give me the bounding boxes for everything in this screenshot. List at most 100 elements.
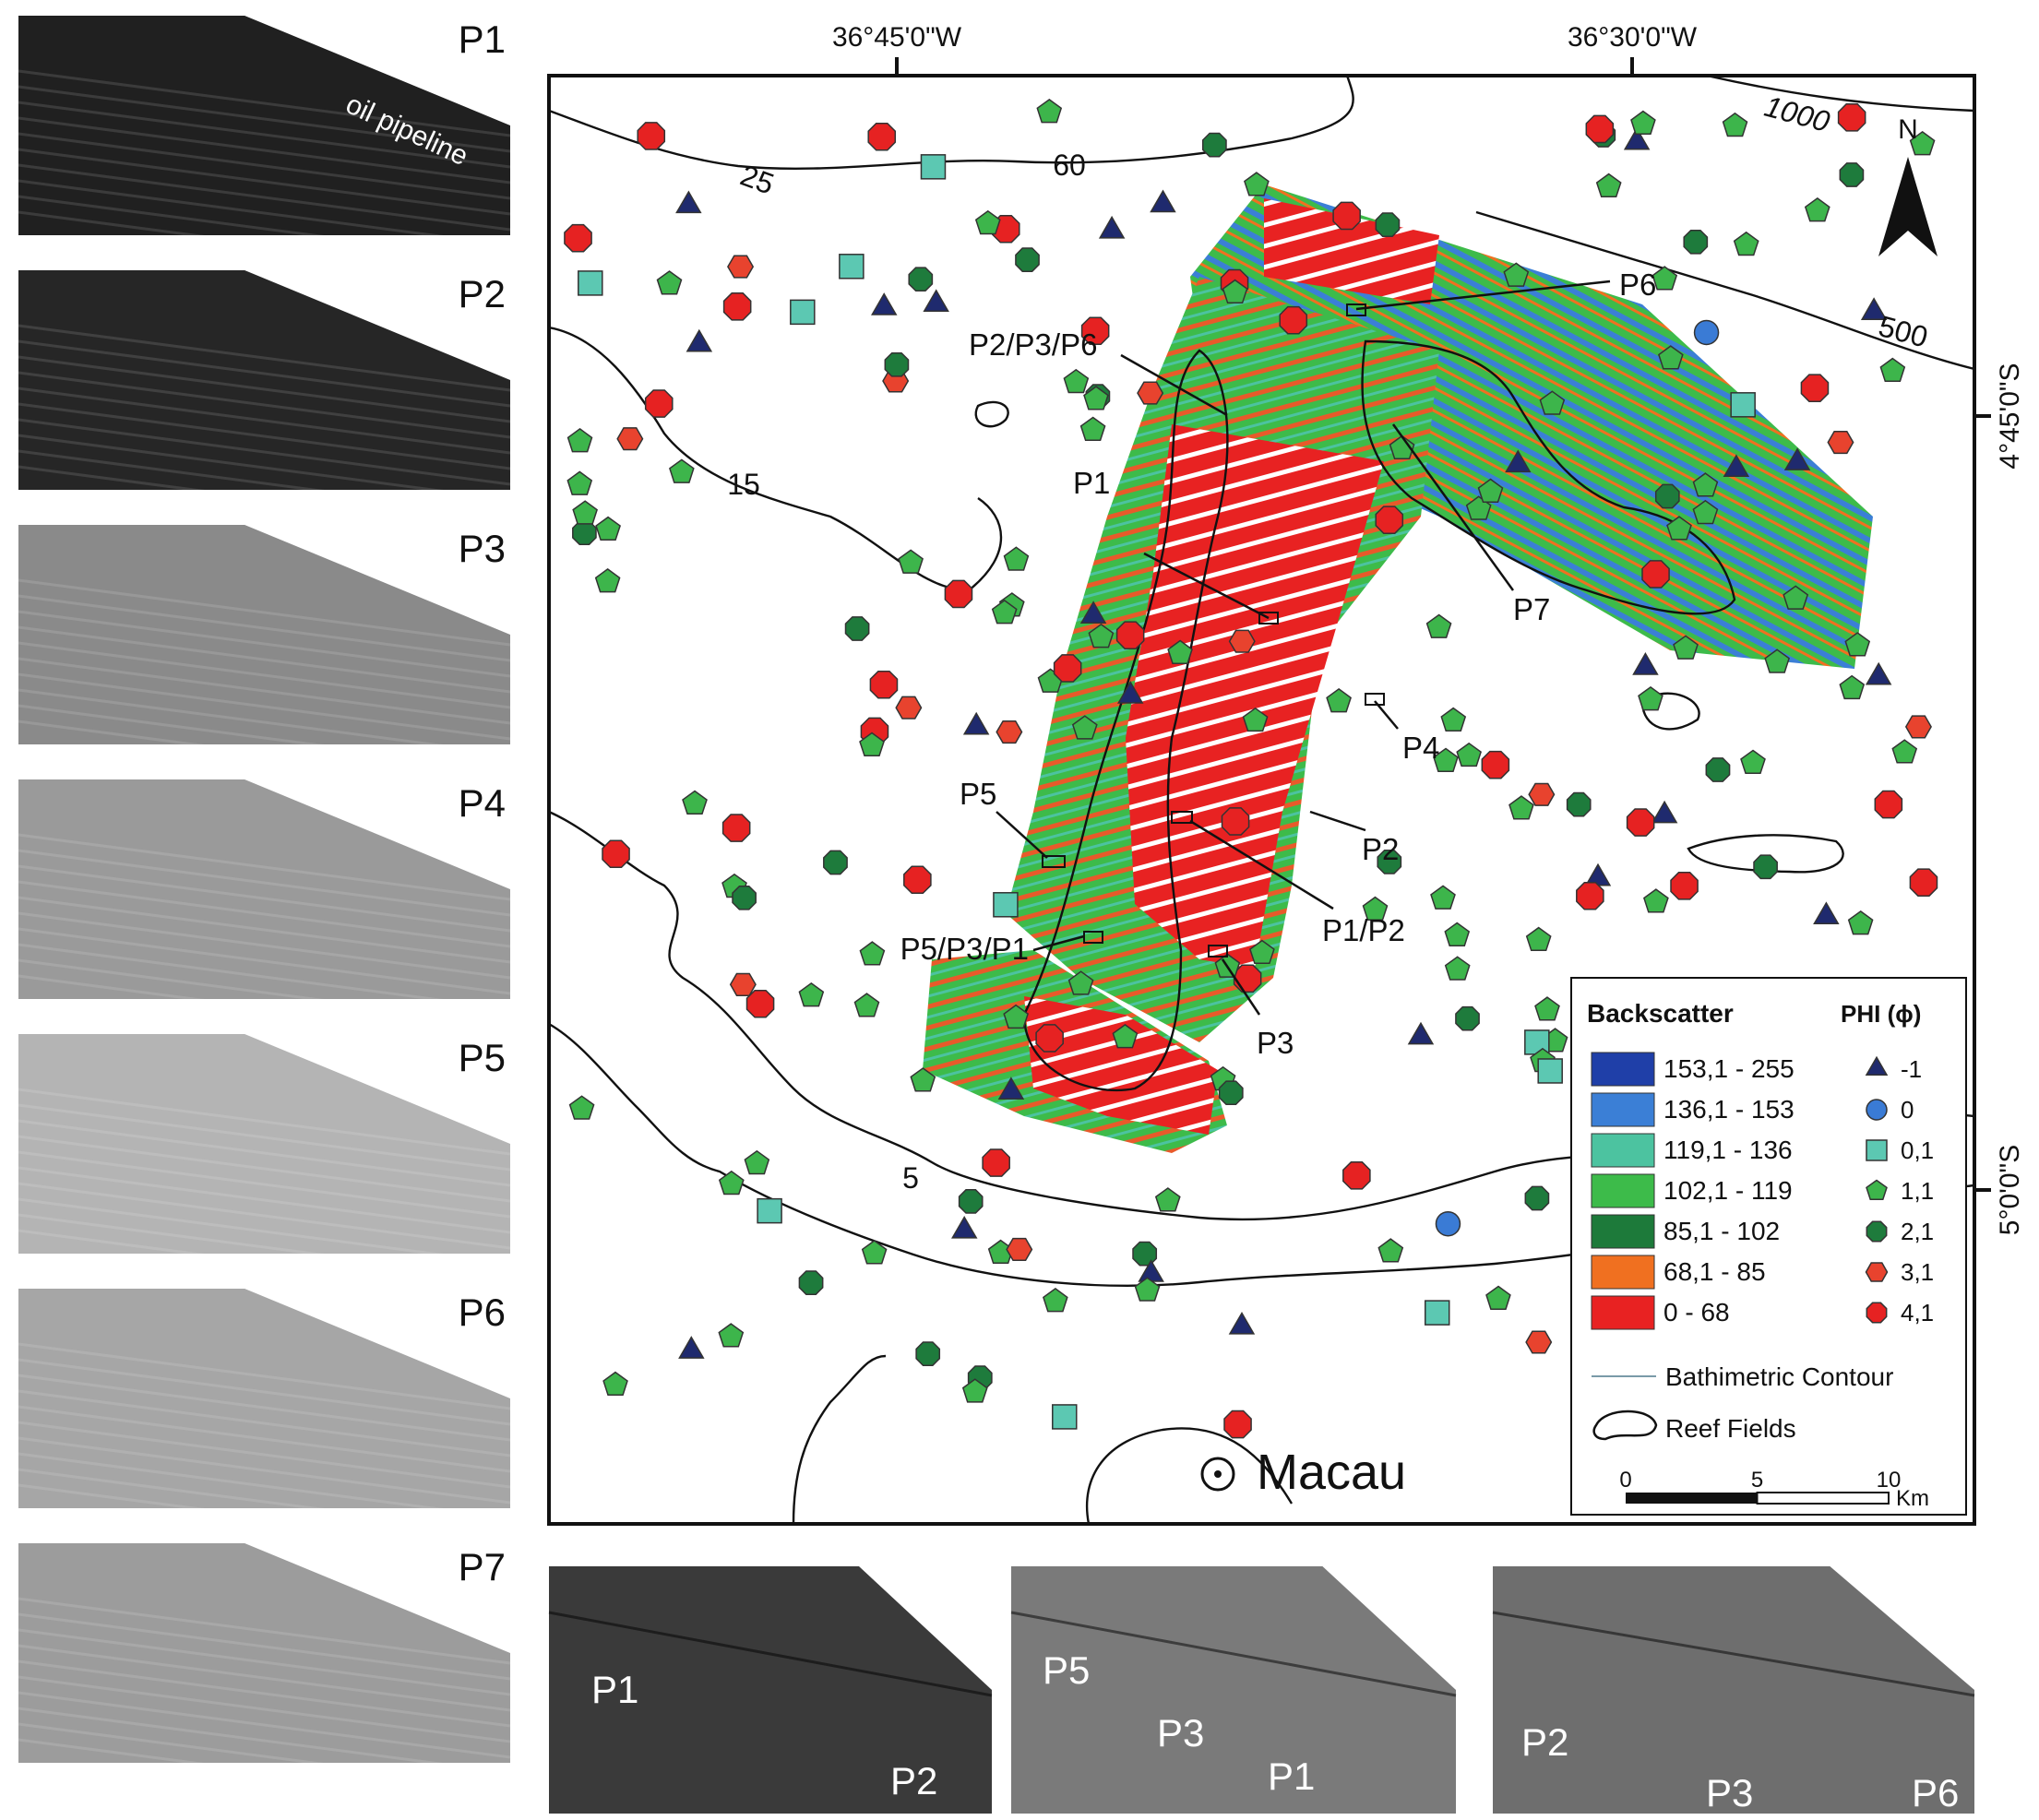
legend-label: 4,1	[1901, 1299, 1934, 1326]
sample-marker	[1783, 447, 1811, 470]
sample-marker	[798, 1270, 824, 1295]
reef-field	[1687, 834, 1844, 874]
town-symbol	[1214, 1470, 1222, 1478]
sonar-panel	[1493, 1566, 1974, 1814]
sample-marker	[1783, 585, 1809, 610]
legend-swatch	[1591, 1173, 1655, 1208]
leader	[1391, 423, 1515, 591]
sonar-texture	[18, 1213, 511, 1281]
sample-marker	[923, 289, 949, 313]
sample-marker	[686, 328, 713, 352]
sample-marker	[871, 292, 898, 315]
sonar-texture	[18, 465, 511, 533]
leader	[1221, 958, 1261, 1016]
panel-label: P5	[1043, 1648, 1090, 1692]
sample-marker	[1638, 685, 1663, 711]
sample-marker	[1839, 674, 1866, 700]
sample-marker	[669, 458, 695, 483]
sample-marker	[1154, 1187, 1181, 1212]
site-label: P1	[1073, 466, 1110, 500]
panel-label: P1	[591, 1668, 638, 1711]
sample-marker	[1525, 926, 1552, 952]
sample-marker	[1866, 1179, 1888, 1201]
sample-marker	[722, 292, 752, 321]
sonar-texture	[18, 625, 511, 694]
sonar-texture	[18, 132, 511, 200]
legend-label: 102,1 - 119	[1663, 1176, 1793, 1205]
sample-marker	[1723, 454, 1750, 478]
sample-marker	[729, 972, 757, 996]
sample-marker	[682, 790, 708, 815]
sonar-texture	[18, 402, 511, 470]
sample-marker	[1424, 1300, 1450, 1326]
scale-tick-label: 5	[1751, 1468, 1763, 1493]
sonar-texture	[18, 116, 511, 184]
sample-marker	[656, 270, 683, 295]
sample-marker	[844, 616, 870, 641]
sample-marker	[1693, 319, 1720, 346]
sample-marker	[859, 732, 885, 756]
legend-title: Backscatter	[1587, 999, 1734, 1028]
sample-marker	[1440, 707, 1467, 732]
sample-marker	[1342, 1161, 1371, 1190]
sample-marker	[1813, 901, 1840, 925]
sonar-texture	[18, 1342, 511, 1410]
sample-marker	[1444, 956, 1471, 981]
sample-marker	[1623, 126, 1651, 150]
sample-marker	[915, 1341, 941, 1366]
reef-field	[1640, 692, 1700, 731]
sample-marker	[1909, 130, 1936, 156]
sonar-texture	[18, 974, 511, 1042]
sample-marker	[572, 500, 598, 525]
site-label: P3	[1257, 1026, 1294, 1060]
sample-marker	[1844, 632, 1871, 657]
coast	[792, 1354, 887, 1524]
contour	[549, 76, 1354, 171]
sample-marker	[997, 1077, 1025, 1100]
site-label: P5	[960, 777, 996, 811]
sample-marker	[1866, 1302, 1888, 1324]
sample-marker	[1866, 1099, 1888, 1121]
sample-marker	[1244, 172, 1270, 196]
sample-marker	[718, 1323, 745, 1348]
north-arrow	[1878, 157, 1908, 256]
legend-label: 153,1 - 255	[1663, 1054, 1795, 1083]
sample-marker	[602, 1371, 628, 1397]
sample-marker	[644, 389, 674, 418]
sample-marker	[974, 209, 1001, 235]
sample-marker	[566, 470, 593, 495]
lat-label: 5°0'0"S	[1995, 1145, 2025, 1235]
sample-marker	[1804, 196, 1830, 222]
site-label: P5/P3/P1	[900, 932, 1029, 966]
sample-marker	[903, 865, 932, 895]
sample-marker	[1909, 868, 1938, 897]
sample-marker	[908, 267, 934, 292]
panel-label: P3	[1706, 1771, 1753, 1814]
sample-marker	[869, 670, 899, 699]
sonar-texture	[18, 1597, 511, 1665]
sonar-texture	[18, 1150, 511, 1219]
sample-marker	[1740, 749, 1766, 774]
sample-marker	[1904, 715, 1932, 739]
sample-marker	[1279, 305, 1308, 335]
sample-marker	[1233, 964, 1262, 993]
panel-label: P1	[1268, 1755, 1315, 1798]
sonar-texture	[18, 1182, 511, 1250]
panel-label: P6	[459, 1291, 506, 1334]
sample-marker	[1643, 888, 1669, 913]
sonar-texture	[18, 1722, 511, 1790]
sample-marker	[853, 993, 880, 1017]
sample-marker	[1150, 189, 1176, 213]
sample-marker	[1753, 854, 1778, 880]
sample-marker	[962, 711, 990, 735]
sample-marker	[595, 516, 621, 541]
sonar-texture	[18, 958, 511, 1027]
sample-marker	[1228, 1312, 1256, 1335]
sample-marker	[1052, 1404, 1078, 1430]
sonar-texture	[18, 1675, 511, 1743]
sample-marker	[1481, 750, 1510, 779]
sample-marker	[1874, 790, 1903, 819]
sonar-texture	[18, 1374, 511, 1442]
